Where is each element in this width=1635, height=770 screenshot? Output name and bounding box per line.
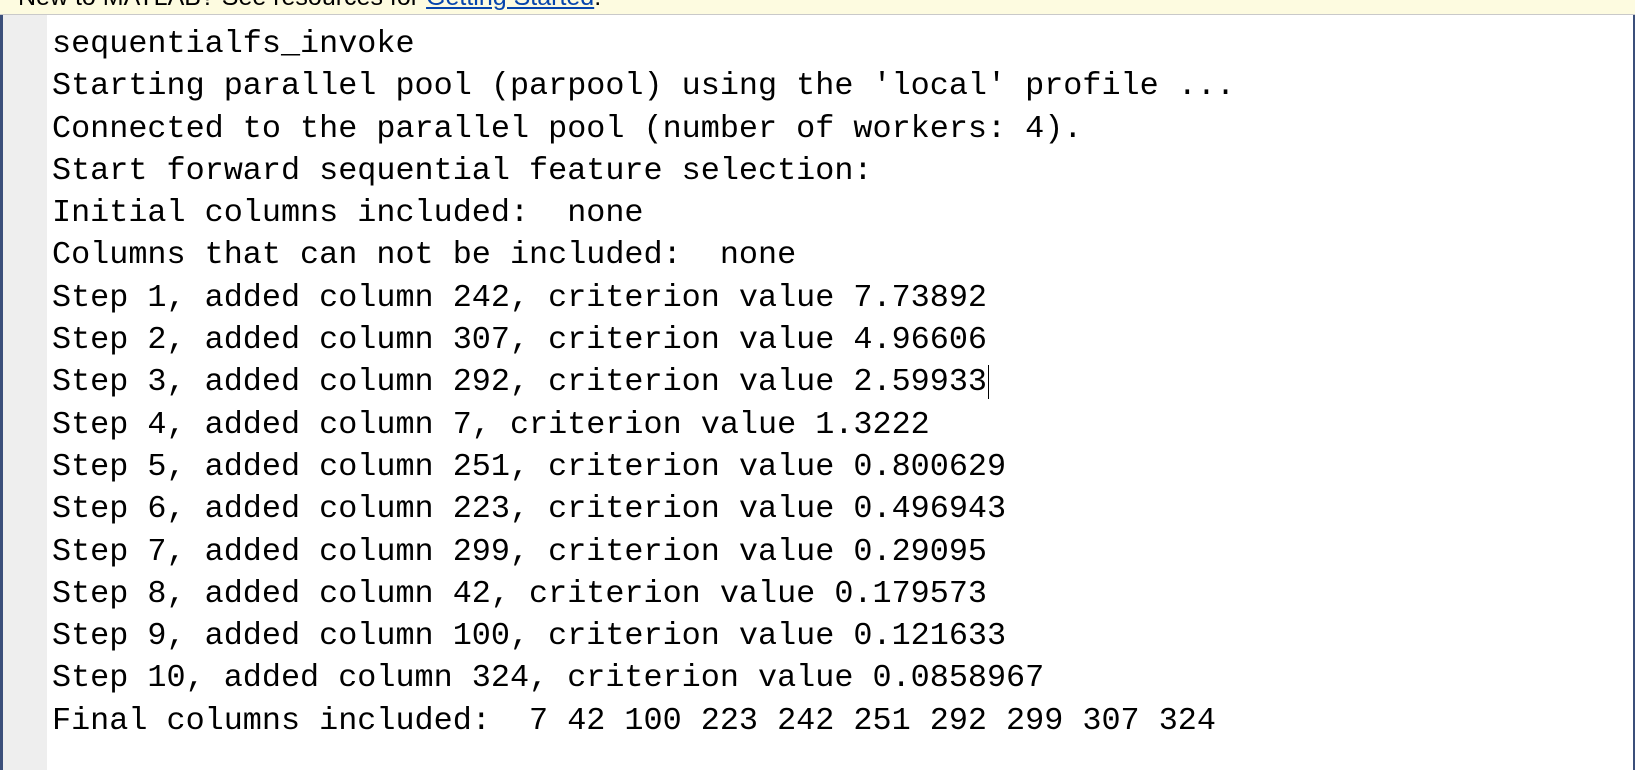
window-right-border (1633, 15, 1635, 770)
console-line-text: Step 3, added column 292, criterion valu… (52, 364, 987, 401)
notice-text: New to MATLAB? See resources for (18, 0, 426, 11)
console-line: Step 7, added column 299, criterion valu… (52, 533, 987, 570)
console-line: Step 10, added column 324, criterion val… (52, 660, 1045, 697)
window-left-border (0, 15, 3, 770)
console-line: Step 4, added column 7, criterion value … (52, 406, 930, 443)
console-line: Starting parallel pool (parpool) using t… (52, 68, 1236, 105)
console-line-with-cursor: Step 3, added column 292, criterion valu… (52, 361, 1612, 403)
command-window-output[interactable]: sequentialfs_invoke Starting parallel po… (52, 23, 1612, 770)
getting-started-notice-bar: New to MATLAB? See resources for Getting… (0, 0, 1635, 15)
console-line: Initial columns included: none (52, 195, 644, 232)
console-line: Start forward sequential feature selecti… (52, 152, 873, 189)
getting-started-link[interactable]: Getting Started (426, 0, 594, 11)
console-line: Step 9, added column 100, criterion valu… (52, 618, 1007, 655)
console-line: Final columns included: 7 42 100 223 242… (52, 702, 1216, 739)
console-line: Columns that can not be included: none (52, 237, 797, 274)
command-window-gutter (3, 15, 47, 770)
console-line: Step 1, added column 242, criterion valu… (52, 279, 987, 316)
console-line: Step 8, added column 42, criterion value… (52, 575, 987, 612)
text-cursor (987, 364, 989, 399)
notice-suffix: . (594, 0, 601, 11)
console-line: sequentialfs_invoke (52, 26, 415, 62)
console-line: Step 5, added column 251, criterion valu… (52, 448, 1007, 485)
console-line: Step 6, added column 223, criterion valu… (52, 491, 1007, 528)
console-line: Connected to the parallel pool (number o… (52, 110, 1083, 147)
notice-message: New to MATLAB? See resources for Getting… (18, 0, 601, 12)
console-line: Step 2, added column 307, criterion valu… (52, 322, 987, 359)
